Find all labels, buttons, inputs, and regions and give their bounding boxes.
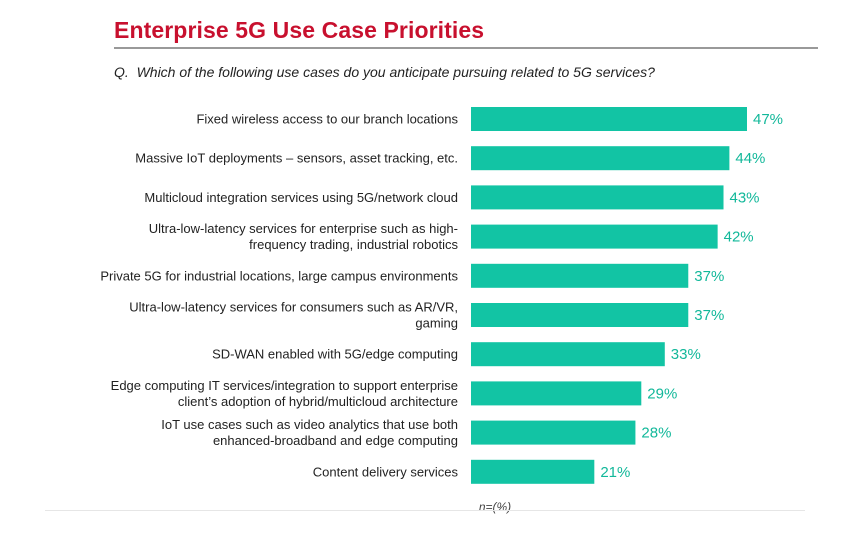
bar: [471, 381, 642, 406]
question-text: Which of the following use cases do you …: [136, 64, 655, 80]
category-label: Multicloud integration services using 5G…: [144, 190, 458, 205]
bar: [471, 146, 730, 171]
category-label: Massive IoT deployments – sensors, asset…: [135, 151, 458, 166]
value-label: 37%: [694, 268, 724, 285]
bar: [471, 342, 665, 367]
value-label: 28%: [641, 425, 671, 442]
bar: [471, 420, 636, 445]
bar: [471, 107, 747, 131]
category-label: Ultra-low-latency services for enterpris…: [149, 221, 458, 236]
value-label: 44%: [735, 150, 765, 167]
value-label: 47%: [753, 111, 783, 128]
category-label: Edge computing IT services/integration t…: [111, 378, 458, 393]
category-label: gaming: [415, 316, 458, 331]
page-title: Enterprise 5G Use Case Priorities: [114, 17, 485, 43]
category-label: Private 5G for industrial locations, lar…: [100, 268, 458, 283]
category-label: enhanced-broadband and edge computing: [213, 433, 458, 448]
value-label: 29%: [647, 385, 677, 402]
category-label: frequency trading, industrial robotics: [249, 237, 458, 252]
value-label: 33%: [671, 346, 701, 363]
question-prefix: Q.: [114, 64, 129, 80]
category-label: IoT use cases such as video analytics th…: [161, 417, 458, 432]
title-divider: [114, 47, 818, 49]
value-label: 42%: [724, 229, 754, 246]
bar: [471, 224, 718, 249]
bar: [471, 185, 724, 210]
category-label: Ultra-low-latency services for consumers…: [129, 300, 458, 315]
bar: [471, 303, 689, 327]
x-axis-label: n=(%): [479, 500, 511, 514]
value-label: 21%: [600, 464, 630, 481]
value-label: 37%: [694, 307, 724, 324]
category-label: client’s adoption of hybrid/multicloud a…: [178, 394, 458, 409]
category-label: Fixed wireless access to our branch loca…: [196, 112, 458, 127]
bottom-divider: [45, 510, 805, 511]
bar: [471, 459, 595, 484]
bar: [471, 263, 689, 288]
category-label: Content delivery services: [313, 464, 459, 479]
category-label: SD-WAN enabled with 5G/edge computing: [212, 347, 458, 362]
survey-question: Q. Which of the following use cases do y…: [114, 64, 655, 80]
value-label: 43%: [730, 189, 760, 206]
